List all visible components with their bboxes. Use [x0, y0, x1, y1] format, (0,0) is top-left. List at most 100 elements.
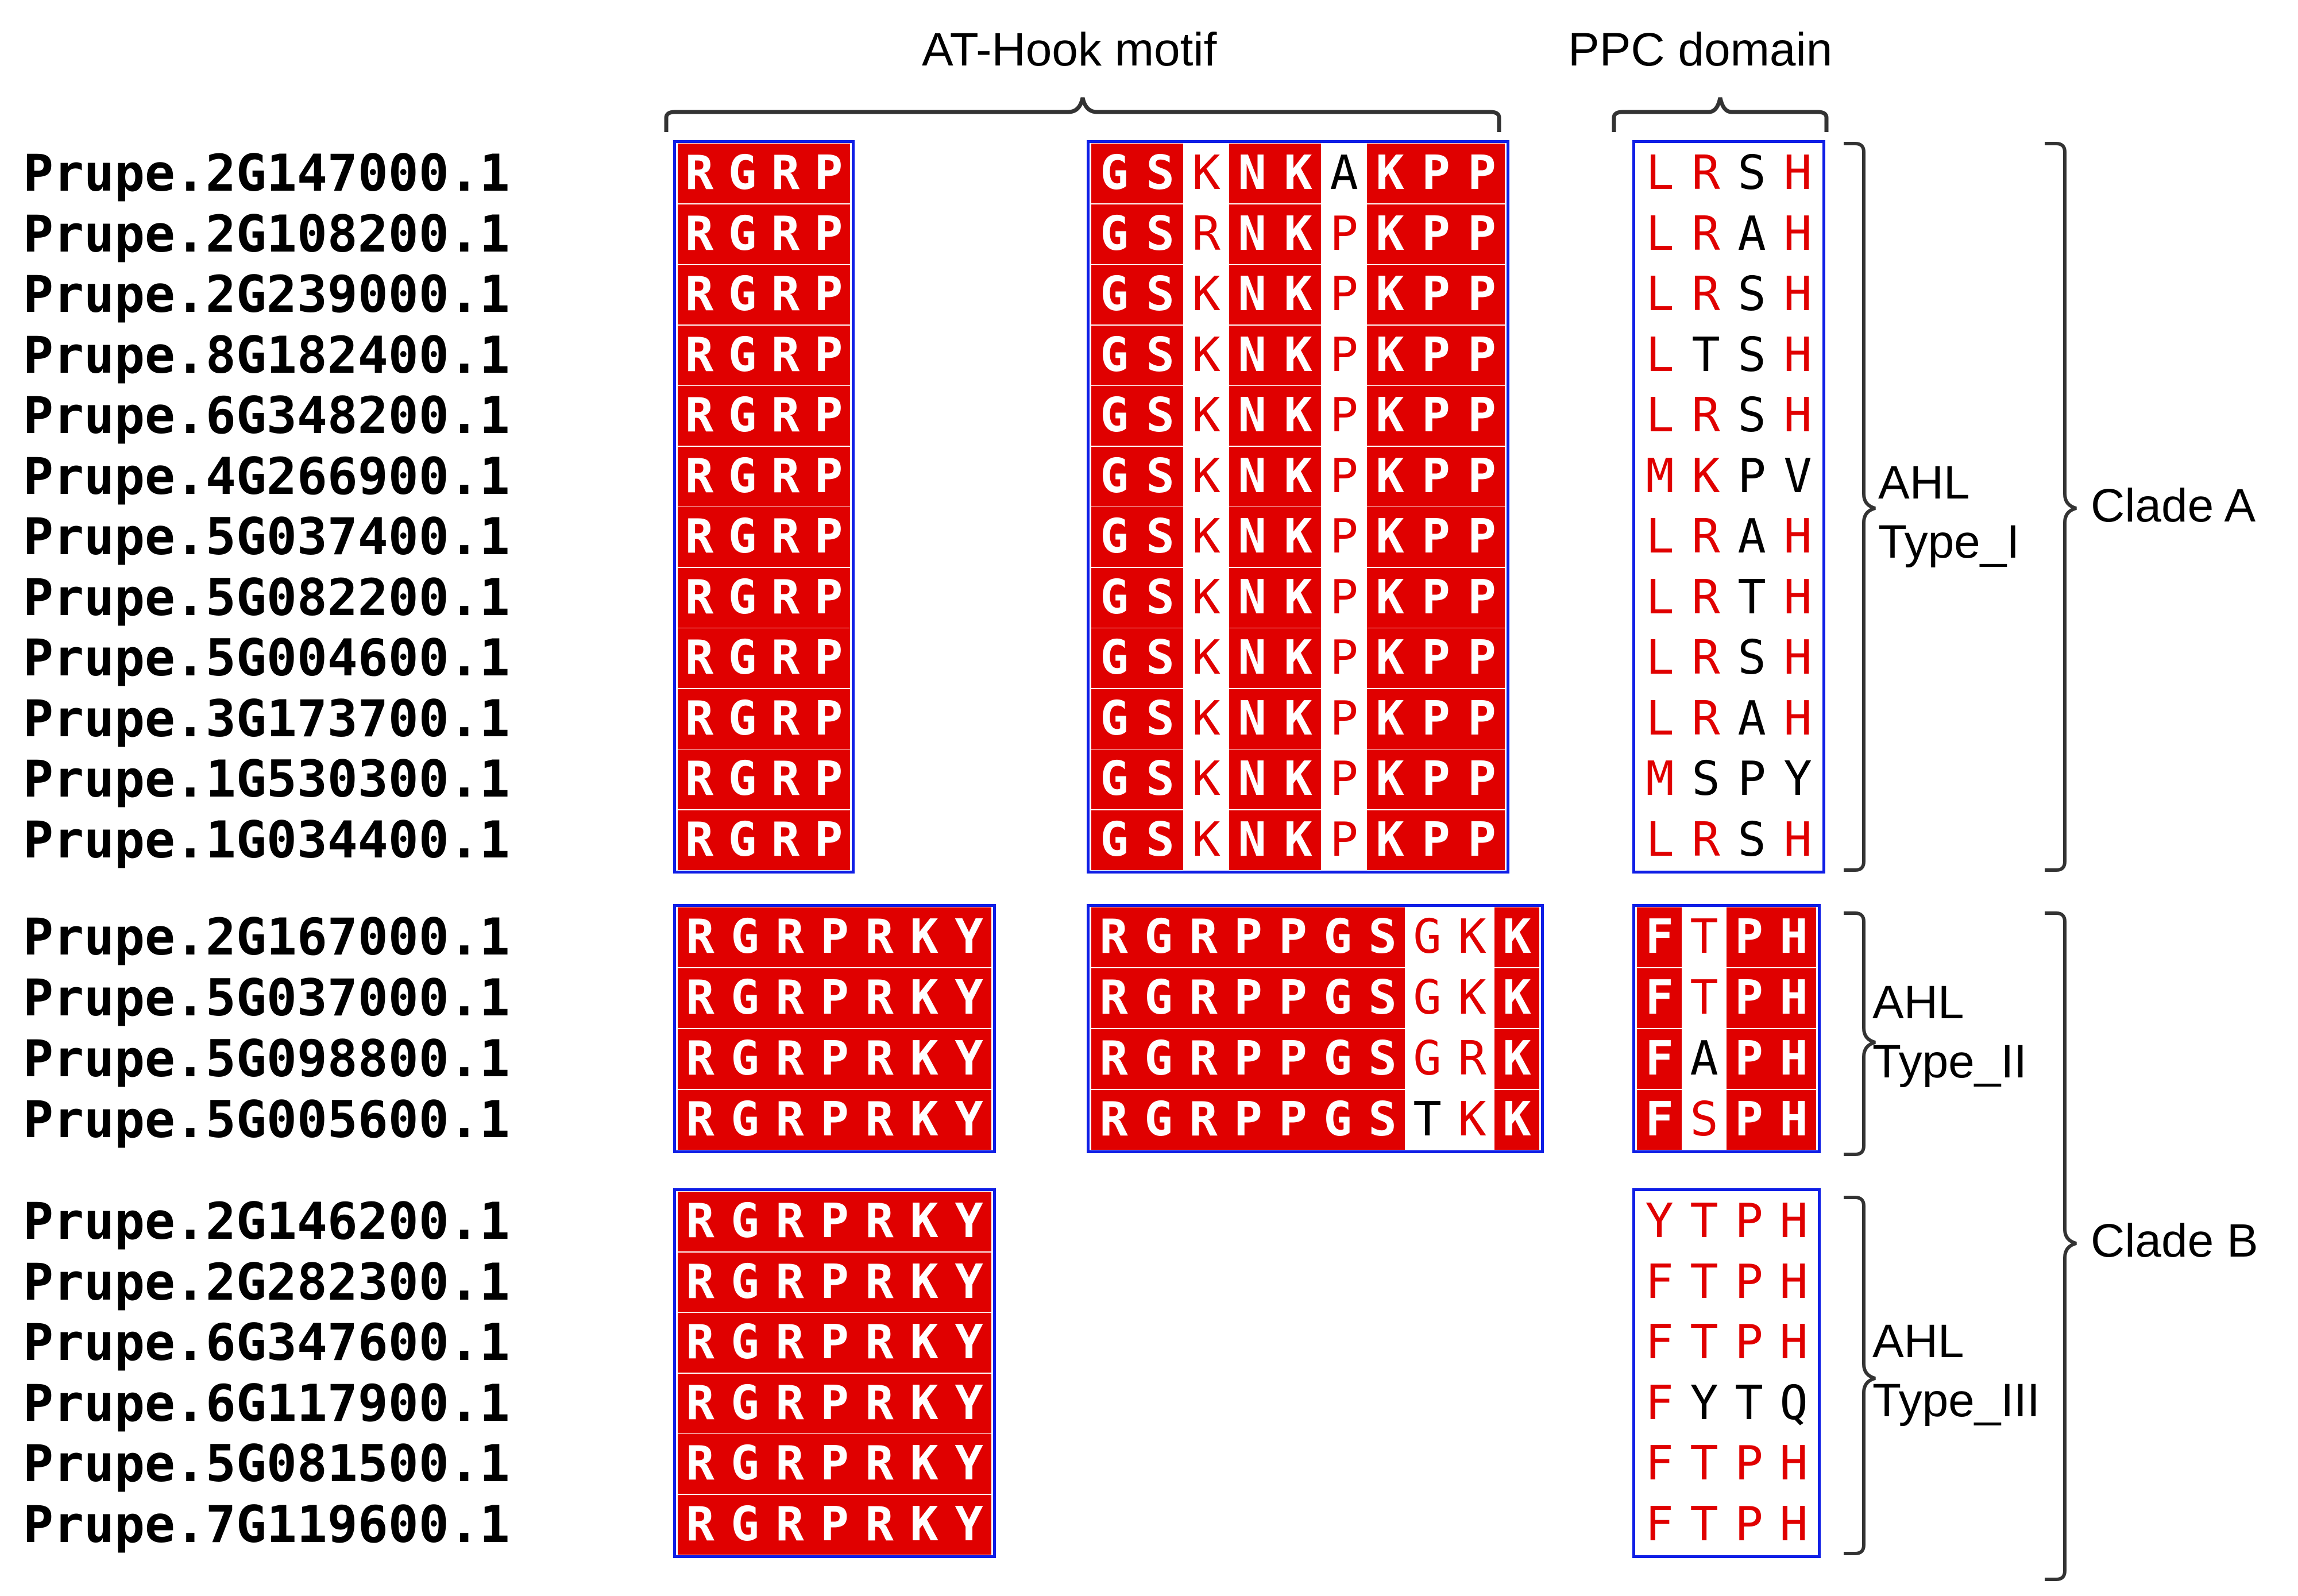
- residue-cell: K: [902, 1252, 947, 1312]
- residue-cell: R: [764, 567, 807, 628]
- residue-cell: P: [807, 204, 850, 264]
- residue-cell: K: [1494, 907, 1539, 967]
- residue-cell: P: [1727, 1029, 1771, 1089]
- sequence-id: Prupe.2G282300.1: [23, 1252, 510, 1312]
- residue-cell: P: [1459, 325, 1505, 385]
- residue-cell: R: [764, 325, 807, 385]
- residue-cell: K: [1367, 144, 1413, 203]
- residue-cell: G: [721, 689, 764, 749]
- residue-cell: H: [1779, 1254, 1808, 1309]
- residue-cell: G: [723, 1313, 767, 1373]
- residue-cell: K: [1367, 689, 1413, 749]
- residue-cell: Y: [947, 1373, 991, 1433]
- residue-cell: R: [857, 1029, 902, 1089]
- residue-cell: L: [1646, 691, 1674, 746]
- residue-cell: G: [1091, 628, 1137, 688]
- residue-cell: G: [721, 144, 764, 203]
- residue-cell: Y: [947, 968, 991, 1028]
- residue-cell: R: [678, 1252, 723, 1312]
- residue-cell: A: [1330, 146, 1358, 200]
- residue-cell: K: [902, 968, 947, 1028]
- residue-cell: L: [1646, 388, 1674, 443]
- residue-cell: R: [767, 1252, 812, 1312]
- residue-cell: G: [1091, 446, 1137, 507]
- residue-cell: S: [1737, 388, 1766, 443]
- residue-cell: H: [1779, 1436, 1808, 1491]
- ppc-bracket: [1612, 97, 1829, 132]
- residue-cell: K: [1275, 325, 1321, 385]
- residue-cell: A: [1737, 206, 1766, 261]
- residue-cell: G: [721, 628, 764, 688]
- block1-type-iii: [673, 1188, 996, 1558]
- residue-cell: S: [1737, 146, 1766, 200]
- residue-cell: G: [723, 907, 767, 967]
- residue-cell: R: [764, 810, 807, 870]
- sequence-id: Prupe.8G182400.1: [23, 325, 510, 385]
- residue-cell: H: [1779, 1194, 1808, 1249]
- residue-cell: K: [902, 1373, 947, 1433]
- residue-cell: G: [723, 1090, 767, 1150]
- sequence-id: Prupe.7G119600.1: [23, 1494, 510, 1554]
- residue-cell: P: [1330, 812, 1358, 867]
- residue-cell: G: [721, 810, 764, 870]
- residue-cell: K: [1275, 386, 1321, 446]
- sequence-id: Prupe.1G034400.1: [23, 810, 510, 870]
- residue-cell: K: [1192, 570, 1221, 625]
- residue-cell: H: [1771, 968, 1816, 1028]
- residue-cell: H: [1783, 206, 1812, 261]
- residue-cell: G: [1413, 971, 1442, 1025]
- residue-cell: G: [1136, 907, 1181, 967]
- residue-cell: K: [1192, 449, 1221, 504]
- residue-cell: P: [812, 907, 857, 967]
- residue-cell: L: [1646, 146, 1674, 200]
- residue-cell: P: [1413, 567, 1459, 628]
- sequence-id: Prupe.4G266900.1: [23, 446, 510, 506]
- residue-cell: G: [721, 386, 764, 446]
- residue-cell: P: [812, 968, 857, 1028]
- block2-type-i: [1087, 140, 1509, 874]
- block1-type-i: [673, 140, 855, 874]
- residue-cell: P: [807, 446, 850, 507]
- residue-cell: P: [1413, 507, 1459, 567]
- residue-cell: G: [1315, 968, 1360, 1028]
- residue-cell: N: [1229, 567, 1275, 628]
- residue-cell: P: [812, 1252, 857, 1312]
- residue-cell: H: [1771, 1090, 1816, 1150]
- residue-cell: G: [723, 1252, 767, 1312]
- residue-cell: P: [1330, 388, 1358, 443]
- residue-cell: N: [1229, 325, 1275, 385]
- block1-type-ii: [673, 904, 996, 1153]
- residue-cell: S: [1360, 968, 1405, 1028]
- residue-cell: P: [807, 810, 850, 870]
- residue-cell: P: [1459, 204, 1505, 264]
- residue-cell: R: [678, 1434, 723, 1494]
- residue-cell: R: [1091, 1090, 1136, 1150]
- residue-cell: P: [812, 1192, 857, 1251]
- residue-cell: K: [1192, 509, 1221, 564]
- residue-cell: R: [857, 1494, 902, 1555]
- residue-cell: H: [1779, 1497, 1808, 1552]
- residue-cell: S: [1360, 907, 1405, 967]
- residue-cell: R: [764, 507, 807, 567]
- residue-cell: M: [1646, 449, 1674, 504]
- residue-cell: R: [1192, 206, 1221, 261]
- residue-cell: P: [1459, 507, 1505, 567]
- residue-cell: R: [1691, 812, 1720, 867]
- residue-cell: F: [1637, 968, 1682, 1028]
- residue-cell: R: [678, 1090, 723, 1150]
- residue-cell: S: [1137, 628, 1183, 688]
- ahl-type-ii-label: AHL Type_II: [1872, 976, 2027, 1088]
- residue-cell: P: [1226, 968, 1270, 1028]
- residue-cell: S: [1737, 267, 1766, 322]
- residue-cell: S: [1691, 752, 1720, 806]
- residue-cell: R: [678, 628, 721, 688]
- residue-cell: L: [1646, 812, 1674, 867]
- residue-cell: G: [1413, 1031, 1442, 1086]
- residue-cell: K: [1367, 567, 1413, 628]
- residue-cell: K: [1494, 968, 1539, 1028]
- sequence-id: Prupe.5G004600.1: [23, 628, 510, 687]
- residue-cell: P: [807, 325, 850, 385]
- residue-cell: P: [1459, 628, 1505, 688]
- residue-cell: P: [1459, 265, 1505, 324]
